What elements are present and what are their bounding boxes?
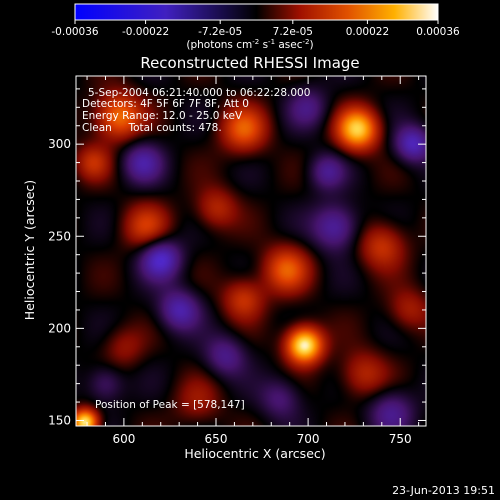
colorbar-tick-label: -0.00036 bbox=[51, 26, 99, 38]
y-tick-label: 250 bbox=[48, 229, 71, 243]
x-tick-label: 700 bbox=[297, 432, 320, 446]
colorbar-tick-label: 7.2e-05 bbox=[273, 26, 313, 38]
peak-position-label: Position of Peak = [578,147] bbox=[95, 399, 245, 411]
annotation-time-range: 5-Sep-2004 06:21:40.000 to 06:22:28.000 bbox=[88, 87, 310, 99]
colorbar-tick-label: 0.00036 bbox=[416, 26, 460, 38]
colorbar-tick-label: 0.00022 bbox=[346, 26, 389, 38]
chart-title: Reconstructed RHESSI Image bbox=[140, 54, 359, 72]
x-axis-label: Heliocentric X (arcsec) bbox=[184, 446, 325, 461]
annotation-detectors: Detectors: 4F 5F 6F 7F 8F, Att 0 bbox=[82, 98, 249, 110]
plot-frame bbox=[75, 75, 427, 427]
colorbar-tick-label: -7.2e-05 bbox=[198, 26, 242, 38]
timestamp-footer: 23-Jun-2013 19:51 bbox=[392, 484, 495, 497]
heatmap-area bbox=[76, 76, 426, 426]
colorbar-unit-label: (photons cm-2 s-1 asec-2) bbox=[186, 38, 313, 51]
x-tick-label: 750 bbox=[389, 432, 412, 446]
axes: 600 650 700 750 150 200 250 300 bbox=[48, 76, 426, 446]
y-tick-label: 200 bbox=[48, 321, 71, 335]
y-axis-label: Heliocentric Y (arcsec) bbox=[22, 180, 37, 320]
annotation-block: 5-Sep-2004 06:21:40.000 to 06:22:28.000 … bbox=[82, 87, 310, 134]
x-tick-label: 600 bbox=[112, 432, 135, 446]
annotation-energy-range: Energy Range: 12.0 - 25.0 keV bbox=[82, 110, 243, 122]
annotation-clean-counts: Clean Total counts: 478. bbox=[82, 122, 222, 134]
y-tick-label: 300 bbox=[48, 137, 71, 151]
colorbar bbox=[74, 3, 439, 21]
colorbar-tick-label: -0.00022 bbox=[122, 26, 169, 38]
heatmap-canvas bbox=[76, 76, 426, 426]
colorbar-ticks: -0.00036 -0.00022 -7.2e-05 7.2e-05 0.00022 0.… bbox=[51, 20, 460, 38]
x-tick-label: 650 bbox=[205, 432, 228, 446]
y-tick-label: 150 bbox=[48, 413, 71, 427]
